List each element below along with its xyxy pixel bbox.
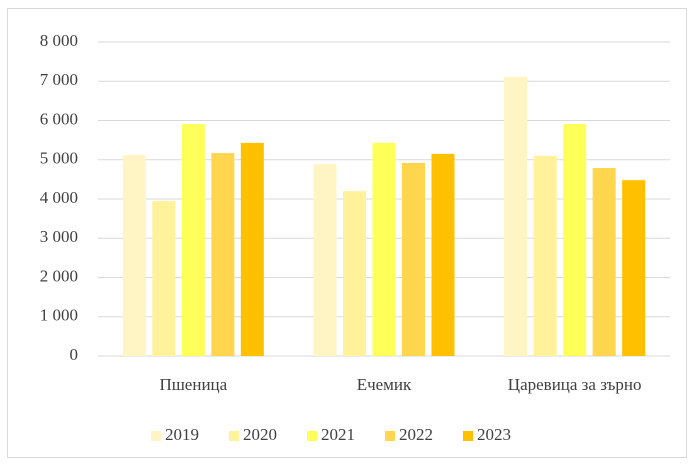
legend-swatch (151, 431, 161, 441)
bar (372, 142, 396, 356)
bar (563, 124, 587, 356)
y-tick-label: 6 000 (40, 109, 78, 128)
bar (240, 142, 264, 356)
legend-label: 2019 (165, 425, 199, 444)
y-tick-label: 0 (70, 345, 79, 364)
y-tick-label: 1 000 (40, 306, 78, 325)
legend-swatch (229, 431, 239, 441)
y-tick-label: 4 000 (40, 188, 78, 207)
y-tick-label: 5 000 (40, 149, 78, 168)
legend-swatch (385, 431, 395, 441)
bar (622, 180, 646, 356)
legend-swatch (307, 431, 317, 441)
y-tick-label: 3 000 (40, 227, 78, 246)
bar (152, 200, 176, 356)
legend-swatch (463, 431, 473, 441)
bar (533, 155, 557, 356)
bar (211, 153, 235, 356)
legend-label: 2022 (399, 425, 433, 444)
x-tick-label: Ечемик (357, 375, 412, 394)
bar (402, 162, 425, 356)
y-tick-label: 2 000 (40, 266, 78, 285)
y-tick-label: 8 000 (40, 31, 78, 50)
y-tick-label: 7 000 (40, 70, 78, 89)
bar (343, 191, 366, 356)
x-tick-label: Пшеница (159, 375, 227, 394)
legend-label: 2020 (243, 425, 277, 444)
bar (181, 124, 205, 356)
bar (504, 76, 528, 357)
bar (122, 155, 146, 356)
legend-label: 2021 (321, 425, 355, 444)
bar (431, 153, 455, 356)
x-tick-label: Царевица за зърно (508, 375, 642, 394)
legend-label: 2023 (477, 425, 511, 444)
bar (592, 167, 616, 356)
bar (313, 164, 337, 356)
